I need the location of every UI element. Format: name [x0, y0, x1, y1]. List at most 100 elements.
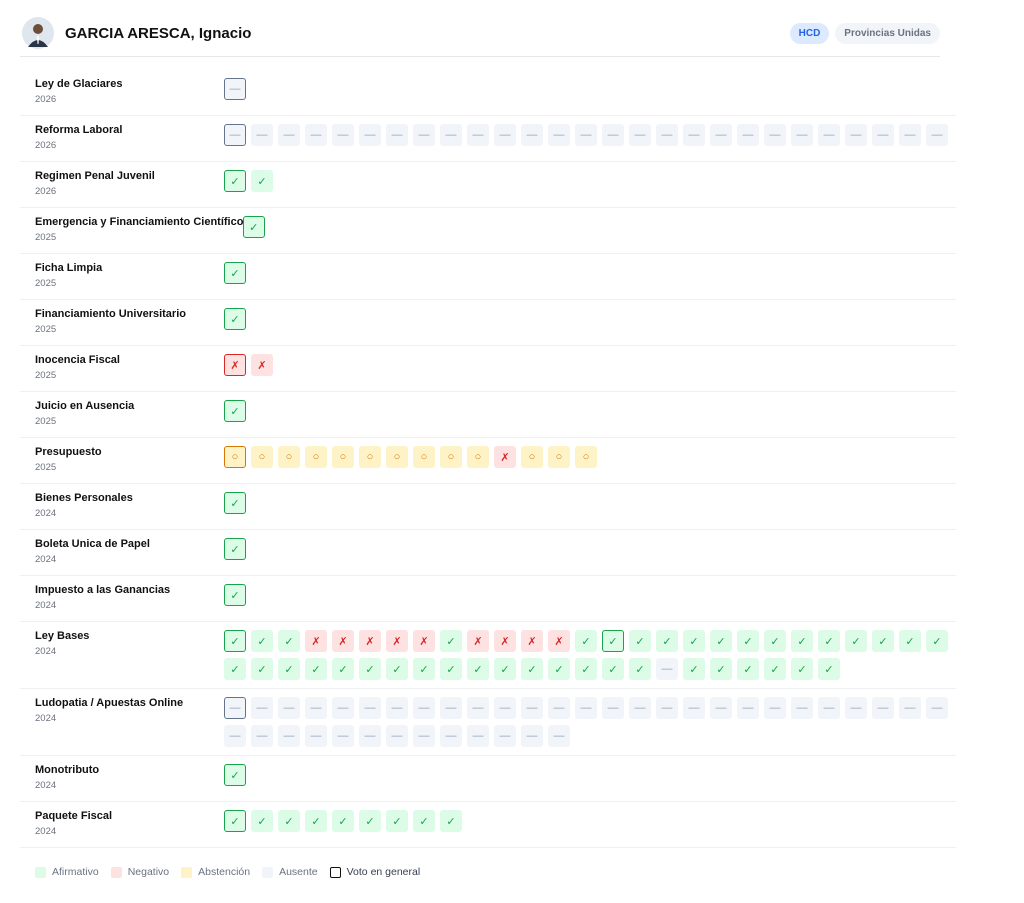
vote: — — [548, 697, 570, 719]
law-year: 2025 — [35, 278, 57, 289]
law-year: 2024 — [35, 508, 57, 519]
vote-row: Regimen Penal Juvenil 2026 ✓ ✓ — [20, 162, 956, 208]
vote-row: Impuesto a las Ganancias 2024 ✓ — [20, 576, 956, 622]
vote: ○ — [305, 446, 327, 468]
vote: — — [359, 697, 381, 719]
vote: — — [575, 124, 597, 146]
legend-item: Voto en general — [329, 866, 421, 878]
general-vote: ✓ — [224, 400, 246, 422]
vote: ✓ — [251, 810, 273, 832]
vote: ○ — [575, 446, 597, 468]
vote: — — [764, 124, 786, 146]
vote: — — [791, 697, 813, 719]
vote: — — [521, 725, 543, 747]
vote: — — [386, 725, 408, 747]
vote: ✗ — [413, 630, 435, 652]
vote: ○ — [251, 446, 273, 468]
general-vote: ✓ — [224, 538, 246, 560]
vote: — — [359, 725, 381, 747]
law-year: 2026 — [35, 186, 57, 197]
vote: ✓ — [818, 630, 840, 652]
vote: ✓ — [305, 810, 327, 832]
vote: ✓ — [305, 658, 327, 680]
legend-item: Afirmativo — [35, 866, 99, 878]
vote-row: Bienes Personales 2024 ✓ — [20, 484, 956, 530]
vote: ✓ — [683, 630, 705, 652]
vote: — — [872, 697, 894, 719]
vote: — — [683, 697, 705, 719]
votes: ✓ ✓ ✓ ✗ ✗ ✗ ✗ ✗ ✓ ✗ ✗ ✗ ✗ ✓ ✓ ✓ ✓ ✓ ✓ ✓ ✓ ✓ ✓ ✓ ✓ ✓ ✓ ✓ ✓ ✓ ✓ ✓ ✓ ✓ ✓ ✓ ✓ ✓ ✓ ✓… — [224, 630, 954, 680]
vote: ○ — [467, 446, 489, 468]
vote: ✓ — [710, 630, 732, 652]
votes: ✓ ✓ ✓ ✓ ✓ ✓ ✓ ✓ ✓ — [224, 810, 954, 839]
vote-row: Inocencia Fiscal 2025 ✗ ✗ — [20, 346, 956, 392]
vote-row: Presupuesto 2025 ○ ○ ○ ○ ○ ○ ○ ○ ○ ○ ✗ ○ ○ ○ — [20, 438, 956, 484]
law-info: Emergencia y Financiamiento Científico 20… — [35, 216, 243, 245]
legend-label: Negativo — [127, 866, 170, 878]
vote: ✗ — [386, 630, 408, 652]
law-title: Paquete Fiscal — [35, 810, 113, 822]
legend-swatch — [262, 866, 274, 878]
avatar — [22, 17, 54, 49]
law-title: Monotributo — [35, 764, 100, 776]
votes: ✓ — [224, 764, 954, 793]
vote-row: Ludopatia / Apuestas Online 2024— — — — — — — — —… — [20, 689, 956, 756]
vote: ✓ — [629, 658, 651, 680]
vote: ✗ — [494, 446, 516, 468]
vote: — — [413, 124, 435, 146]
vote: ✓ — [818, 658, 840, 680]
law-info: Ficha Limpia 2025 — [35, 262, 224, 291]
general-vote: ✓ — [224, 170, 246, 192]
vote: — — [791, 124, 813, 146]
vote: — — [710, 124, 732, 146]
law-info: Impuesto a las Ganancias 2024 — [35, 584, 224, 613]
vote: ✓ — [440, 810, 462, 832]
law-info: Boleta Unica de Papel 2024 — [35, 538, 224, 567]
vote: ✓ — [845, 630, 867, 652]
law-year: 2024 — [35, 554, 57, 565]
vote: — — [413, 725, 435, 747]
votes: — — — — — — — — — — — — — — — — — — — — — — — — — — — — — — — — — — — — — — — — — [224, 697, 954, 747]
vote: — — [872, 124, 894, 146]
legend-label: Abstención — [198, 866, 251, 878]
vote: ✓ — [737, 630, 759, 652]
vote: ✓ — [683, 658, 705, 680]
vote: — — [845, 697, 867, 719]
vote: ✓ — [440, 658, 462, 680]
vote-row: Ley Bases 2024 ✓ ✓ ✓ ✗ ✗ ✗ ✗ ✗ ✓ ✗ ✗ ✗ ✗ ✓ ✓ ✓ ✓ ✓ ✓ ✓ ✓ ✓ ✓ ✓ ✓ ✓ ✓… — [20, 622, 956, 689]
law-year: 2024 — [35, 713, 57, 724]
vote: ✓ — [332, 810, 354, 832]
vote: ✓ — [575, 630, 597, 652]
vote: ✓ — [629, 630, 651, 652]
general-vote: ✓ — [224, 584, 246, 606]
vote: — — [575, 697, 597, 719]
legend-item: Ausente — [262, 866, 318, 878]
vote: — — [278, 124, 300, 146]
vote: — — [710, 697, 732, 719]
law-title: Impuesto a las Ganancias — [35, 584, 171, 596]
votes: ✓ — [224, 538, 954, 567]
vote: — — [926, 124, 948, 146]
vote: ○ — [548, 446, 570, 468]
legend-swatch — [181, 866, 193, 878]
general-vote: ○ — [224, 446, 246, 468]
vote: ✗ — [521, 630, 543, 652]
vote: ✓ — [251, 658, 273, 680]
vote: — — [602, 124, 624, 146]
vote: ✗ — [494, 630, 516, 652]
vote: — — [467, 725, 489, 747]
legend-label: Voto en general — [346, 866, 421, 878]
vote-row: Financiamiento Universitario 2025 ✓ — [20, 300, 956, 346]
vote: — — [548, 725, 570, 747]
vote: — — [494, 725, 516, 747]
vote: ○ — [413, 446, 435, 468]
vote: — — [521, 697, 543, 719]
law-title: Regimen Penal Juvenil — [35, 170, 155, 182]
legend-swatch — [329, 866, 341, 878]
general-vote: ✓ — [602, 630, 624, 652]
vote: ✓ — [251, 170, 273, 192]
votes: ✓ — [224, 308, 954, 337]
vote: ✓ — [764, 630, 786, 652]
law-year: 2025 — [35, 370, 57, 381]
vote: — — [386, 697, 408, 719]
